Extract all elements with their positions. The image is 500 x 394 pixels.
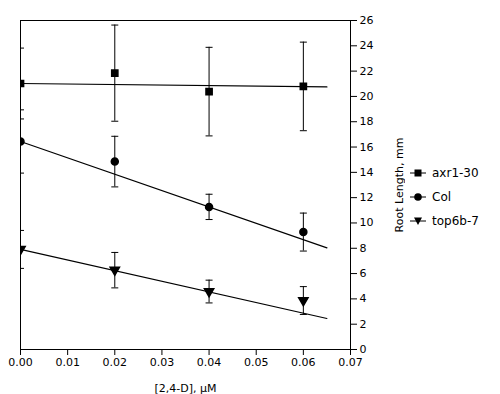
svg-text:8: 8	[360, 242, 367, 255]
svg-text:20: 20	[360, 90, 374, 103]
svg-text:6: 6	[360, 267, 367, 280]
svg-text:12: 12	[360, 191, 374, 204]
svg-text:0.04: 0.04	[197, 356, 222, 369]
html-text:top6b-7: top6b-7	[432, 214, 479, 228]
svg-text:14: 14	[360, 166, 374, 179]
svg-text:Root Length, mm: Root Length, mm	[393, 138, 406, 233]
svg-text:26: 26	[360, 14, 374, 27]
svg-text:0.06: 0.06	[291, 356, 316, 369]
svg-text:0.03: 0.03	[150, 356, 175, 369]
svg-text:4: 4	[360, 292, 367, 305]
svg-text:16: 16	[360, 141, 374, 154]
html-text:axr1-30: axr1-30	[432, 166, 479, 180]
svg-text:0.01: 0.01	[55, 356, 80, 369]
svg-text:0.07: 0.07	[338, 356, 363, 369]
svg-text:[2,4-D], μM: [2,4-D], μM	[155, 382, 217, 394]
svg-text:24: 24	[360, 39, 374, 52]
svg-text:2: 2	[360, 318, 367, 331]
svg-text:0.02: 0.02	[103, 356, 128, 369]
html-text:Col: Col	[432, 190, 452, 204]
svg-text:0: 0	[360, 343, 367, 356]
svg-text:22: 22	[360, 65, 374, 78]
svg-text:0.00: 0.00	[8, 356, 33, 369]
svg-text:10: 10	[360, 216, 374, 229]
svg-text:0.05: 0.05	[244, 356, 269, 369]
svg-text:18: 18	[360, 115, 374, 128]
